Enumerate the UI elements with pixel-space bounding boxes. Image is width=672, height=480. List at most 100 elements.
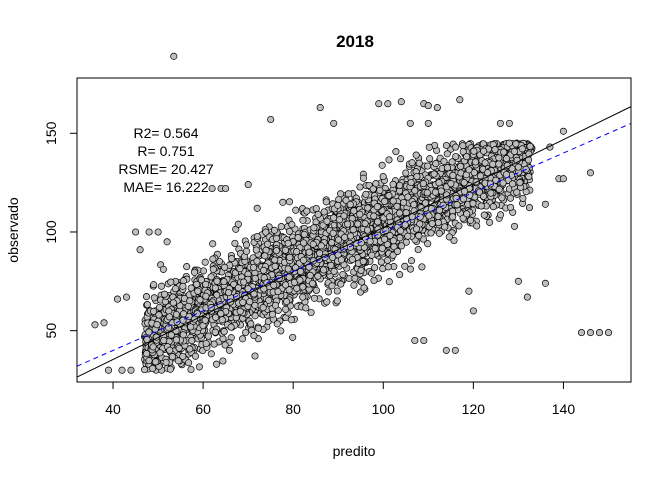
- data-point: [371, 264, 379, 272]
- data-point: [385, 156, 393, 164]
- data-point: [350, 281, 358, 289]
- data-point: [172, 310, 180, 319]
- data-point: [296, 276, 304, 284]
- data-point: [309, 240, 317, 248]
- data-point: [463, 153, 471, 161]
- data-point: [380, 235, 389, 243]
- data-point: [415, 159, 423, 167]
- data-point: [145, 228, 153, 236]
- fit-line: [76, 106, 632, 378]
- data-point: [506, 194, 515, 202]
- data-point: [285, 227, 294, 235]
- data-point: [519, 194, 527, 202]
- data-point: [221, 341, 229, 349]
- data-point: [242, 247, 251, 255]
- data-point: [195, 363, 203, 371]
- x-axis-label: predito: [333, 443, 376, 459]
- data-point: [433, 104, 441, 112]
- data-point: [166, 346, 174, 354]
- data-point: [526, 142, 534, 150]
- data-point: [211, 284, 219, 292]
- data-point: [476, 172, 485, 180]
- data-point: [327, 261, 335, 269]
- data-point: [316, 249, 324, 257]
- data-point: [150, 294, 158, 302]
- data-point: [174, 357, 182, 365]
- data-point: [320, 266, 328, 274]
- x-tick-label: 120: [462, 401, 486, 417]
- data-point: [421, 199, 429, 207]
- data-point: [152, 358, 160, 366]
- data-point: [314, 210, 322, 219]
- data-point: [460, 179, 468, 187]
- data-point: [359, 257, 367, 266]
- data-point: [455, 222, 463, 230]
- data-point: [495, 160, 503, 168]
- data-point: [440, 157, 448, 165]
- data-point: [212, 360, 221, 368]
- data-point: [323, 217, 331, 225]
- x-tick-label: 80: [285, 401, 301, 417]
- data-point: [286, 253, 294, 261]
- data-point: [251, 312, 259, 320]
- data-point: [333, 287, 341, 295]
- data-point: [127, 366, 135, 374]
- data-point: [385, 278, 393, 286]
- y-tick-label: 50: [43, 323, 59, 339]
- data-point: [470, 147, 478, 155]
- data-point: [230, 280, 238, 288]
- data-point: [196, 296, 204, 304]
- data-point: [334, 201, 342, 209]
- data-point: [281, 246, 290, 254]
- data-point: [247, 320, 255, 328]
- data-point: [463, 210, 471, 218]
- data-point: [452, 194, 460, 202]
- data-point: [283, 298, 291, 306]
- data-point: [293, 248, 301, 256]
- data-point: [239, 335, 247, 343]
- data-point: [349, 226, 357, 234]
- data-point: [253, 257, 261, 265]
- data-point: [348, 255, 356, 264]
- data-point: [586, 329, 595, 337]
- data-point: [356, 183, 364, 191]
- stat-label: MAE= 16.222: [123, 179, 208, 195]
- data-point: [104, 366, 113, 374]
- y-tick-label: 150: [43, 121, 59, 145]
- data-point: [415, 232, 423, 240]
- x-tick-label: 140: [552, 401, 576, 417]
- data-point: [335, 216, 344, 224]
- data-point: [406, 119, 414, 127]
- data-point: [413, 172, 421, 181]
- y-axis: 50 100 150: [43, 121, 78, 339]
- data-point: [523, 293, 531, 301]
- data-point: [282, 281, 290, 289]
- data-point: [202, 292, 210, 300]
- data-point: [180, 310, 188, 318]
- data-point: [300, 239, 308, 247]
- data-point: [451, 346, 459, 354]
- data-point: [360, 284, 368, 292]
- data-point: [378, 244, 386, 252]
- data-point: [302, 304, 310, 312]
- data-point: [370, 276, 378, 285]
- data-point: [442, 141, 450, 150]
- data-point: [231, 239, 239, 247]
- data-point: [225, 289, 233, 297]
- data-point: [396, 209, 404, 217]
- data-points: [91, 52, 613, 374]
- data-point: [414, 246, 422, 254]
- data-point: [358, 278, 366, 286]
- data-point: [408, 159, 416, 167]
- data-point: [213, 291, 221, 299]
- data-point: [268, 310, 277, 318]
- data-point: [347, 232, 355, 240]
- data-point: [186, 345, 194, 353]
- data-point: [425, 143, 433, 151]
- data-point: [284, 265, 292, 273]
- data-point: [452, 152, 460, 161]
- data-point: [285, 286, 293, 294]
- data-point: [411, 187, 419, 195]
- data-point: [212, 313, 220, 321]
- data-point: [475, 188, 483, 196]
